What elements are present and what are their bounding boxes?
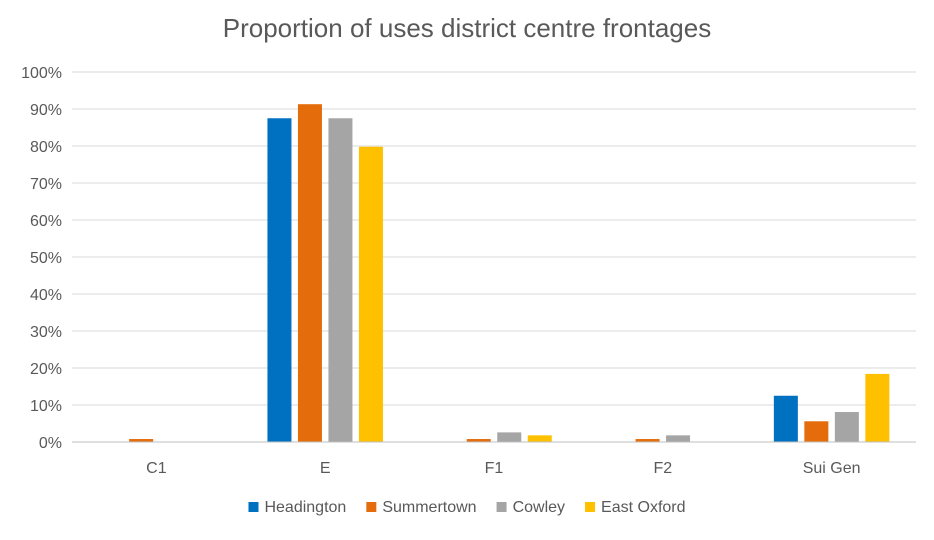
chart-title: Proportion of uses district centre front… [223, 13, 711, 43]
bar [358, 146, 383, 443]
bar [666, 435, 691, 442]
legend-swatch [248, 502, 259, 512]
legend-swatch [366, 502, 377, 512]
y-tick-label: 20% [30, 361, 62, 378]
legend-label: East Oxford [601, 499, 685, 516]
y-tick-label: 70% [30, 176, 62, 193]
legend-swatch [496, 502, 507, 512]
bar [834, 412, 859, 442]
bar [804, 421, 829, 442]
y-tick-label: 50% [30, 250, 62, 267]
y-tick-label: 40% [30, 287, 62, 304]
bar [267, 118, 292, 442]
legend-label: Cowley [513, 499, 565, 516]
bar [527, 435, 552, 442]
bars [129, 104, 890, 443]
bar [297, 104, 322, 442]
bar [466, 439, 491, 442]
y-tick-label: 0% [39, 435, 62, 452]
bar [865, 373, 890, 442]
legend-swatch [585, 502, 596, 512]
legend-label: Summertown [382, 499, 476, 516]
legend: Headington Summertown Cowley East Oxford [248, 499, 686, 516]
bar [497, 432, 522, 442]
y-tick-label: 30% [30, 324, 62, 341]
bar [328, 118, 353, 442]
bar [773, 395, 798, 442]
y-axis-ticks: 0% 10% 20% 30% 40% 50% 60% 70% 80% 90% 100% [21, 65, 62, 452]
y-tick-label: 10% [30, 398, 62, 415]
x-category-label: E [320, 460, 331, 477]
gridlines [72, 71, 916, 406]
x-category-label: Sui Gen [803, 460, 861, 477]
y-tick-label: 90% [30, 102, 62, 119]
bar [129, 439, 154, 442]
legend-label: Headington [264, 499, 346, 516]
y-tick-label: 80% [30, 139, 62, 156]
bar [635, 439, 660, 442]
y-tick-label: 100% [21, 65, 62, 82]
y-tick-label: 60% [30, 213, 62, 230]
x-axis-categories: C1 E F1 F2 Sui Gen [146, 460, 860, 477]
x-category-label: F2 [653, 460, 672, 477]
x-category-label: C1 [146, 460, 167, 477]
x-category-label: F1 [485, 460, 504, 477]
